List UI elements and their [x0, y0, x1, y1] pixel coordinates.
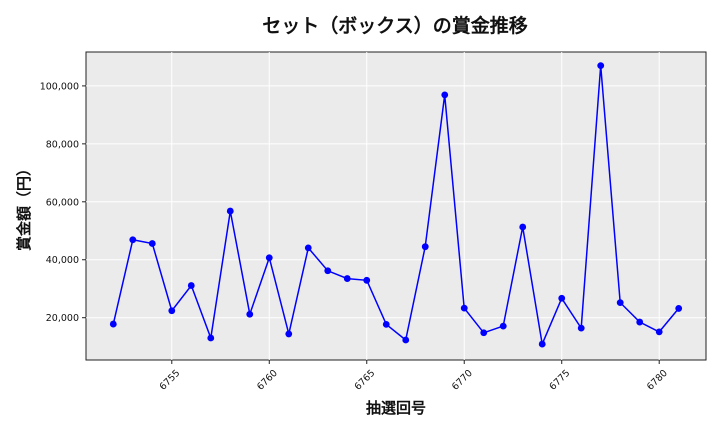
data-point	[265, 254, 273, 262]
data-point	[616, 299, 624, 307]
x-axis-ticks: 6755 6760 6765 6770 6775 6780	[158, 360, 670, 393]
data-point	[597, 62, 605, 70]
data-point	[168, 307, 176, 315]
data-point	[148, 240, 156, 247]
y-tick-label: 100,000	[40, 81, 79, 92]
data-point	[129, 236, 137, 244]
data-point	[460, 304, 468, 312]
data-point	[636, 318, 644, 326]
data-point	[226, 207, 234, 215]
data-point	[402, 336, 410, 344]
data-point	[675, 305, 683, 312]
y-tick-label: 60,000	[46, 197, 79, 208]
data-point	[480, 329, 488, 337]
data-point	[382, 320, 390, 328]
data-point	[421, 243, 429, 251]
y-tick-label: 40,000	[46, 255, 79, 266]
data-point	[343, 275, 351, 282]
data-point	[324, 267, 332, 275]
y-tick-label: 80,000	[46, 139, 79, 150]
data-point	[109, 320, 117, 328]
x-axis-label: 抽選回号	[366, 399, 426, 417]
data-point	[207, 334, 215, 342]
data-point	[577, 324, 585, 332]
data-point	[519, 223, 527, 231]
data-point	[655, 328, 663, 336]
x-tick-label: 6775	[548, 368, 573, 393]
data-point	[558, 294, 566, 302]
x-tick-label: 6780	[645, 368, 670, 393]
data-points	[109, 62, 683, 348]
data-point	[363, 276, 371, 284]
x-tick-label: 6755	[158, 368, 183, 393]
y-axis-label: 賞金額（円）	[15, 161, 33, 251]
y-tick-label: 20,000	[46, 313, 79, 324]
data-point	[538, 340, 546, 348]
data-point	[499, 322, 507, 330]
data-point	[304, 244, 312, 252]
x-tick-label: 6765	[353, 368, 378, 393]
chart-title: セット（ボックス）の賞金推移	[262, 14, 527, 37]
data-point	[187, 282, 195, 289]
x-tick-label: 6760	[255, 368, 280, 393]
y-axis-ticks: 20,000 40,000 60,000 80,000 100,000	[40, 81, 86, 324]
data-point	[246, 310, 254, 318]
data-point	[441, 91, 449, 99]
series-line	[112, 65, 680, 347]
data-point	[285, 330, 293, 338]
plot-area	[85, 51, 707, 361]
x-tick-label: 6770	[450, 368, 475, 393]
